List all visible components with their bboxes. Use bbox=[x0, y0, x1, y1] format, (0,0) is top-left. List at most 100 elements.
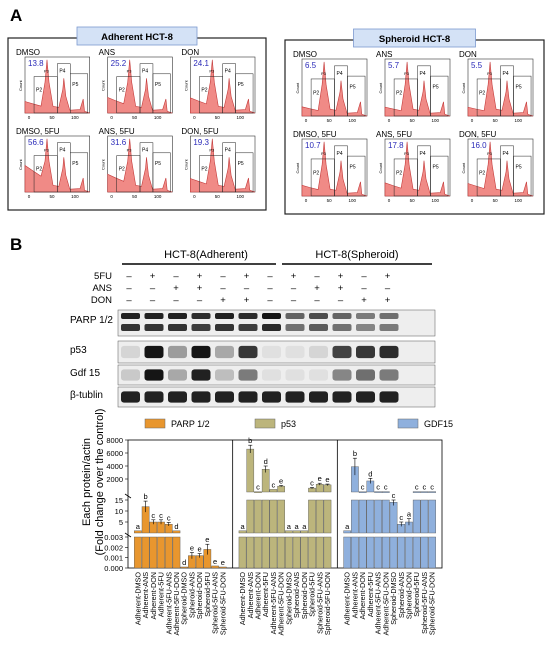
x-tick-label: Adherent-5FU-ANS bbox=[269, 572, 278, 635]
panel-b-letter: B bbox=[10, 235, 22, 254]
y-tick-label: 4000 bbox=[106, 462, 123, 471]
blot-band bbox=[332, 345, 352, 359]
blot-band bbox=[262, 324, 281, 331]
treatment-mark: + bbox=[173, 283, 179, 294]
histogram-xtick: 100 bbox=[431, 118, 439, 123]
histogram-percent: 24.1 bbox=[193, 59, 209, 68]
spheroid-group: Spheroid HCT-8 DMSO 6.5 Count P2 P3 P4 P5 0 50 100… bbox=[284, 28, 545, 215]
histogram-title: ANS, 5FU bbox=[376, 130, 412, 139]
y-axis-label-2: (Fold change over the control) bbox=[94, 409, 106, 556]
spheroid-title: Spheroid HCT-8 bbox=[379, 34, 450, 45]
gate-label: P5 bbox=[155, 161, 161, 167]
blot-band bbox=[168, 313, 187, 319]
treatment-mark: – bbox=[267, 271, 273, 282]
histogram-xtick: 50 bbox=[215, 115, 221, 120]
axis-break bbox=[124, 493, 132, 499]
blot-band bbox=[285, 324, 305, 331]
histogram-xtick: 100 bbox=[71, 115, 79, 120]
treatment-mark: – bbox=[126, 283, 132, 294]
bar-segment-lower bbox=[389, 536, 398, 569]
blot-band bbox=[191, 313, 211, 319]
bar-segment-lower bbox=[269, 536, 278, 569]
significance-letter: a bbox=[407, 510, 412, 519]
adherent-histogram-0: DMSO 13.8 Count P2 P3 P4 P5 0 50 100 bbox=[16, 48, 90, 120]
blot-band bbox=[144, 369, 164, 381]
blot-band bbox=[121, 313, 140, 319]
bar-segment-upper bbox=[420, 491, 429, 493]
blot-band bbox=[121, 369, 140, 381]
histogram-xtick: 50 bbox=[132, 194, 138, 199]
blot-band bbox=[332, 391, 352, 403]
treatment-mark: – bbox=[150, 283, 156, 294]
histogram-title: ANS, 5FU bbox=[99, 127, 135, 136]
bar-segment-lower bbox=[285, 536, 293, 569]
treatment-mark: – bbox=[361, 271, 367, 282]
gate-label: P3 bbox=[321, 151, 327, 156]
treatment-label: ANS bbox=[92, 283, 112, 294]
blot-band bbox=[356, 345, 375, 359]
histogram-curve bbox=[189, 138, 256, 193]
x-tick-label: Spheroid-ANS bbox=[397, 572, 406, 618]
gate-label: P2 bbox=[396, 170, 402, 176]
bar-segment-lower bbox=[397, 536, 406, 569]
x-tick-label: Adherent-5FU bbox=[261, 572, 270, 617]
gate-p5-box bbox=[430, 75, 449, 117]
bar-segment-lower bbox=[343, 536, 351, 569]
x-tick-label: Spheroid-ANS bbox=[292, 572, 301, 618]
bar-segment-lower bbox=[308, 536, 316, 569]
histogram-xtick: 0 bbox=[193, 194, 196, 199]
x-tick-label: Spheroid-DON bbox=[195, 572, 204, 619]
treatment-mark: – bbox=[173, 271, 179, 282]
bar-segment-lower bbox=[374, 536, 382, 569]
bar-segment-upper bbox=[315, 484, 324, 493]
gate-label: P4 bbox=[142, 69, 148, 75]
treatment-mark: – bbox=[126, 271, 132, 282]
histogram-xtick: 100 bbox=[514, 118, 522, 123]
x-tick-label: Spheroid-5FU bbox=[412, 572, 421, 617]
gate-label: P4 bbox=[337, 71, 343, 77]
treatment-mark: + bbox=[244, 295, 250, 306]
significance-letter: a bbox=[287, 522, 292, 531]
blot-band bbox=[285, 345, 305, 359]
significance-letter: c bbox=[159, 511, 163, 520]
gate-label: P2 bbox=[479, 90, 485, 96]
histogram-ylabel: Count bbox=[18, 158, 23, 170]
gate-label: P5 bbox=[516, 165, 522, 171]
blot-band bbox=[332, 369, 352, 381]
adherent-group: Adherent HCT-8 DMSO 13.8 Count P2 P3 P4 P5 0 50 10… bbox=[7, 26, 267, 211]
treatment-mark: + bbox=[244, 271, 250, 282]
x-tick-label: Spheroid-DMSO bbox=[180, 572, 189, 625]
histogram-ylabel: Count bbox=[101, 79, 106, 91]
x-tick-label: Spheroid-5FU-DON bbox=[428, 572, 437, 635]
significance-letter: a bbox=[136, 522, 141, 531]
bar-segment-lower bbox=[219, 566, 227, 569]
histogram-ylabel: Count bbox=[378, 162, 383, 174]
histogram-percent: 5.7 bbox=[388, 61, 400, 70]
bar-segment-middle bbox=[420, 499, 429, 534]
significance-letter: c bbox=[430, 483, 434, 492]
histogram-xtick: 100 bbox=[431, 198, 439, 203]
blot-band bbox=[356, 313, 375, 319]
significance-letter: d bbox=[174, 522, 178, 531]
histogram-ylabel: Count bbox=[378, 82, 383, 94]
bar-segment-middle bbox=[172, 530, 181, 534]
bar-segment-lower bbox=[134, 536, 142, 569]
blot-band bbox=[168, 324, 187, 331]
blot-band bbox=[262, 391, 281, 403]
treatment-mark: – bbox=[385, 283, 391, 294]
significance-letter: c bbox=[167, 513, 171, 522]
x-tick-label: Spheroid-DMSO bbox=[389, 572, 398, 625]
blot-strip: Gdf 15 bbox=[70, 364, 436, 386]
y-tick-label: 10 bbox=[115, 507, 123, 516]
panel-a-letter: A bbox=[10, 6, 22, 25]
bar-segment-middle bbox=[261, 499, 270, 534]
y-tick-label: 8000 bbox=[106, 436, 123, 445]
treatment-mark: + bbox=[150, 271, 156, 282]
histogram-percent: 6.5 bbox=[305, 61, 317, 70]
gate-label: P2 bbox=[36, 88, 42, 94]
bar-segment-middle bbox=[374, 499, 382, 534]
treatment-mark: – bbox=[338, 295, 344, 306]
blot-band bbox=[262, 313, 281, 319]
y-tick-label: 15 bbox=[115, 496, 123, 505]
gate-label: P3 bbox=[209, 69, 215, 74]
